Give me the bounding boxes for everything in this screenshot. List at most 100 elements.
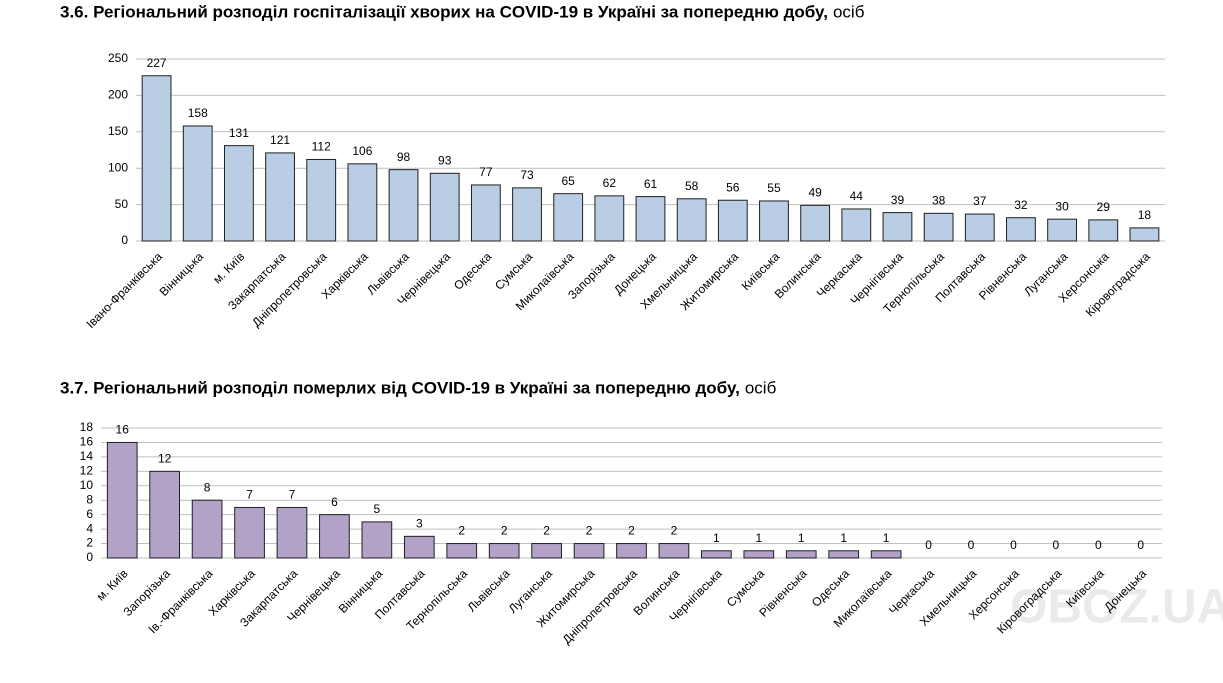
bar <box>531 543 562 559</box>
data-label: 112 <box>312 140 331 154</box>
bar <box>964 213 995 242</box>
data-label: 158 <box>188 106 208 120</box>
data-label: 7 <box>289 488 296 502</box>
x-tick-label: Івано-Франківська <box>83 249 165 331</box>
data-label: 121 <box>270 133 290 147</box>
data-label: 0 <box>925 538 932 552</box>
bar <box>701 550 732 559</box>
bar <box>743 550 775 559</box>
bar <box>429 172 460 242</box>
bar <box>1129 227 1160 242</box>
y-tick-label: 4 <box>86 521 93 535</box>
bar <box>841 208 872 242</box>
data-label: 2 <box>501 524 508 538</box>
chart-unit: осіб <box>745 378 777 397</box>
data-label: 131 <box>229 126 249 140</box>
data-label: 2 <box>543 524 550 538</box>
bar <box>512 187 542 242</box>
data-label: 3 <box>416 517 423 531</box>
x-tick-label: м. Київ <box>210 249 247 286</box>
y-tick-label: 14 <box>80 449 94 463</box>
y-tick-label: 8 <box>86 492 93 506</box>
y-tick-label: 12 <box>80 464 94 478</box>
bar <box>446 543 478 559</box>
bar <box>306 158 337 242</box>
y-tick-label: 150 <box>108 124 128 138</box>
x-tick-label: Вінницька <box>157 249 207 299</box>
data-label: 106 <box>352 144 372 158</box>
data-label: 38 <box>932 194 946 208</box>
bar <box>828 550 860 559</box>
bar <box>403 535 435 559</box>
bar <box>1006 217 1036 242</box>
data-label: 227 <box>147 56 167 70</box>
data-label: 1 <box>755 531 762 545</box>
data-label: 62 <box>603 176 617 190</box>
bar <box>1088 219 1119 242</box>
data-label: 8 <box>204 480 211 494</box>
data-label: 18 <box>1138 208 1152 222</box>
y-tick-label: 18 <box>80 420 94 434</box>
data-label: 16 <box>116 423 130 437</box>
data-label: 7 <box>246 488 253 502</box>
data-label: 93 <box>438 153 452 167</box>
bar <box>594 195 625 242</box>
y-tick-label: 200 <box>108 88 128 102</box>
data-label: 32 <box>1014 198 1028 212</box>
bar <box>717 199 748 242</box>
y-tick-label: 250 <box>108 51 128 65</box>
data-label: 77 <box>479 165 493 179</box>
y-tick-label: 10 <box>80 478 94 492</box>
data-label: 58 <box>685 179 699 193</box>
data-label: 98 <box>397 150 411 164</box>
data-label: 39 <box>891 193 905 207</box>
data-label: 0 <box>1095 538 1102 552</box>
data-label: 2 <box>628 524 635 538</box>
data-label: 61 <box>644 177 658 191</box>
bar <box>759 200 789 242</box>
bar <box>676 198 707 242</box>
chart-unit: осіб <box>833 2 865 21</box>
data-label: 0 <box>1010 538 1017 552</box>
bar <box>785 550 817 559</box>
bar <box>234 506 265 559</box>
bar <box>882 212 913 242</box>
bar <box>223 145 254 242</box>
data-label: 65 <box>562 174 576 188</box>
bar <box>1047 218 1078 242</box>
watermark: OBOZ.UA <box>1010 581 1223 634</box>
bar <box>658 543 690 559</box>
data-label: 1 <box>883 531 890 545</box>
data-label: 12 <box>158 452 172 466</box>
chart-title: 3.7. Регіональний розподіл померлих від … <box>60 378 740 397</box>
x-tick-label: Одеська <box>809 566 852 609</box>
bar <box>616 543 647 559</box>
data-label: 73 <box>520 168 534 182</box>
bar <box>182 125 213 242</box>
data-label: 2 <box>458 524 465 538</box>
bar <box>573 543 605 559</box>
x-tick-label: Дніпропетровська <box>249 249 330 330</box>
y-tick-label: 6 <box>86 507 93 521</box>
data-label: 55 <box>767 181 781 195</box>
bar <box>106 441 138 559</box>
data-label: 0 <box>968 538 975 552</box>
data-label: 5 <box>374 502 381 516</box>
bar <box>361 521 393 559</box>
y-tick-label: 50 <box>115 197 129 211</box>
bar <box>553 193 584 242</box>
data-label: 37 <box>973 194 987 208</box>
data-label: 1 <box>713 531 720 545</box>
x-tick-label: м. Київ <box>94 566 131 603</box>
data-label: 1 <box>840 531 847 545</box>
bar <box>347 163 378 242</box>
data-label: 0 <box>1053 538 1060 552</box>
data-label: 29 <box>1097 200 1111 214</box>
bar <box>319 514 350 559</box>
bar <box>141 75 172 242</box>
y-tick-label: 0 <box>86 550 93 564</box>
bar <box>388 169 419 242</box>
data-label: 49 <box>808 185 822 199</box>
bar <box>635 196 666 242</box>
